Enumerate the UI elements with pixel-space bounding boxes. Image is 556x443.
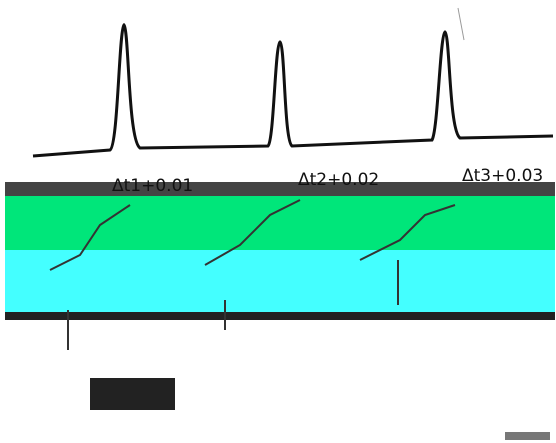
- noise-block: [90, 378, 175, 410]
- noise: [49, 199, 456, 350]
- peak-label: Δt2+0.02: [298, 170, 379, 190]
- noise-block: [505, 432, 550, 440]
- stray-mark: [457, 7, 465, 41]
- waveform-trace: [32, 22, 554, 158]
- peak-label: Δt1+0.01: [112, 176, 193, 196]
- green-band: [5, 196, 555, 250]
- dark-line: [5, 312, 555, 320]
- cyan-band: [5, 250, 555, 312]
- peak-label: Δt3+0.03: [462, 166, 543, 186]
- dark-strip: [5, 182, 555, 196]
